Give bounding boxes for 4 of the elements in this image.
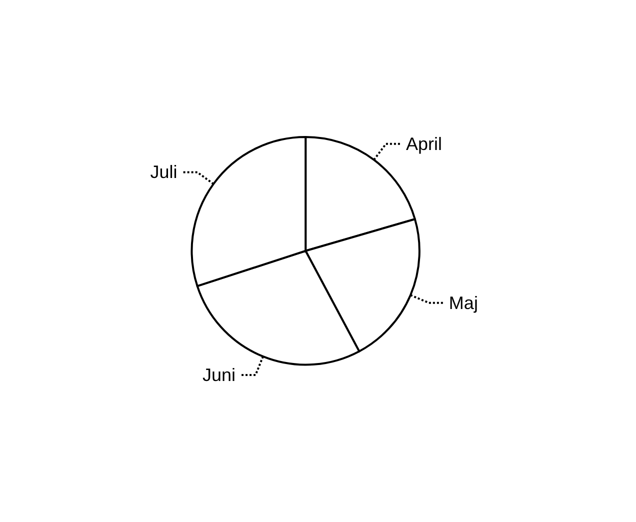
slice-label: Maj (448, 292, 478, 313)
slice-label: Juni (202, 365, 236, 386)
slice-label: April (406, 134, 442, 154)
slice-label: Juli (150, 162, 178, 182)
